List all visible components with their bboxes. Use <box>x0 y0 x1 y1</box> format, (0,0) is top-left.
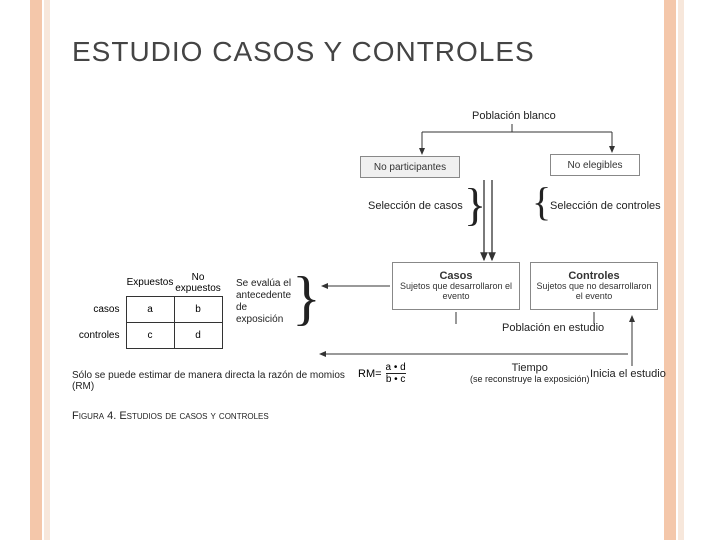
formula-lhs: RM= <box>358 368 382 380</box>
label-seleccion-casos: Selección de casos <box>368 200 463 212</box>
col-noexpuestos: No expuestos <box>174 270 222 296</box>
two-by-two-table: Expuestos No expuestos casos a b control… <box>72 270 223 349</box>
case-control-diagram: Población blanco No participantes No ele… <box>72 110 662 490</box>
tiempo-text: Tiempo <box>470 362 590 374</box>
figure-caption: Figura 4. Estudios de casos y controles <box>72 410 269 422</box>
label-poblacion-estudio: Población en estudio <box>502 322 604 334</box>
caption-text: Estudios de casos y controles <box>119 410 268 422</box>
bracket-table: } <box>292 268 321 328</box>
tiempo-sub: (se reconstruye la exposición) <box>470 374 590 384</box>
stripe-outer <box>30 0 42 540</box>
right-decorative-stripe <box>664 0 690 540</box>
label-seleccion-controles: Selección de controles <box>550 200 661 212</box>
stripe-inner <box>678 0 684 540</box>
casos-subtitle: Sujetos que desarrollaron el evento <box>397 282 515 302</box>
row-casos: casos <box>72 296 126 322</box>
col-expuestos: Expuestos <box>126 270 174 296</box>
formula-note: Sólo se puede estimar de manera directa … <box>72 370 352 392</box>
row-controles: controles <box>72 322 126 348</box>
formula-eq: RM= a • d b • c <box>358 362 406 385</box>
cell-d: d <box>174 322 222 348</box>
left-decorative-stripe <box>30 0 56 540</box>
bracket-controles: { <box>532 182 551 222</box>
label-inicia: Inicia el estudio <box>590 368 666 380</box>
label-evalua: Se evalúa el antecedente de exposición <box>236 278 292 326</box>
cell-b: b <box>174 296 222 322</box>
box-controles: Controles Sujetos que no desarrollaron e… <box>530 262 658 310</box>
page-title: ESTUDIO CASOS Y CONTROLES <box>72 36 535 68</box>
box-casos: Casos Sujetos que desarrollaron el event… <box>392 262 520 310</box>
cell-a: a <box>126 296 174 322</box>
controles-subtitle: Sujetos que no desarrollaron el evento <box>535 282 653 302</box>
stripe-inner <box>44 0 50 540</box>
stripe-outer <box>664 0 676 540</box>
formula-num: a • d <box>386 362 406 373</box>
formula-den: b • c <box>386 373 406 385</box>
label-tiempo: Tiempo (se reconstruye la exposición) <box>470 362 590 384</box>
box-no-elegibles: No elegibles <box>550 154 640 176</box>
bracket-casos: } <box>464 182 486 228</box>
box-no-participantes: No participantes <box>360 156 460 178</box>
caption-prefix: Figura 4. <box>72 410 119 422</box>
cell-c: c <box>126 322 174 348</box>
label-poblacion-blanco: Población blanco <box>472 110 556 122</box>
